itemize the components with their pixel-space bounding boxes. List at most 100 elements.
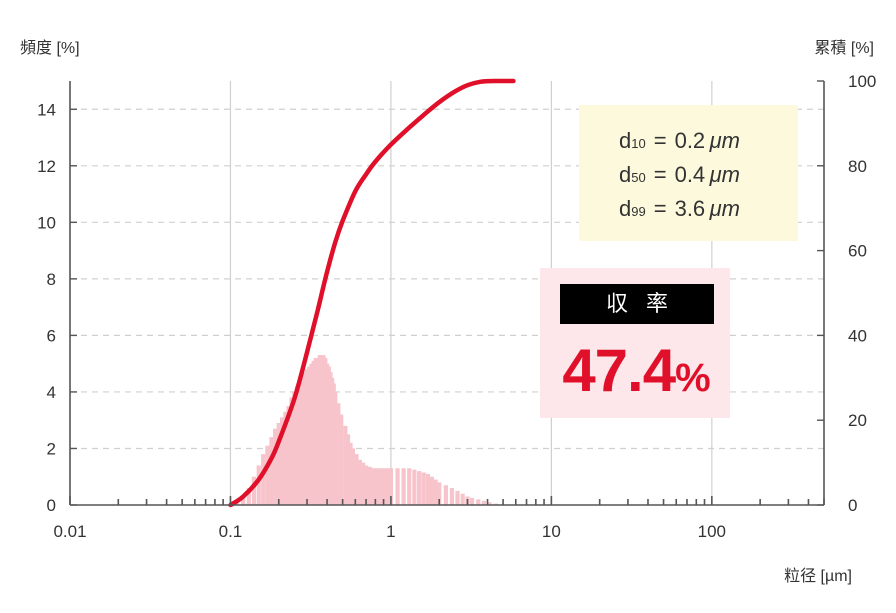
y-left-tick-label: 2	[47, 439, 56, 458]
frequency-bar	[455, 490, 460, 505]
x-tick-label: 1	[386, 522, 395, 541]
frequency-bar	[345, 434, 351, 505]
frequency-bar	[401, 468, 406, 505]
d50-value: 0.4	[674, 162, 706, 187]
frequency-bar	[354, 454, 359, 505]
d99-value: 3.6	[674, 196, 706, 221]
frequency-bar	[289, 397, 294, 505]
tick-labels: 0 2 4 6 8 10 12 14 0 20 40 60 80 100 0.01 0.1 1 10 100	[37, 72, 876, 541]
frequency-bar	[269, 437, 274, 505]
frequency-bar	[417, 471, 422, 505]
y-right-tick-label: 80	[848, 157, 867, 176]
frequency-bar	[300, 377, 305, 505]
frequency-bar	[469, 497, 475, 505]
frequency-bar	[437, 482, 442, 505]
y-right-axis-title: 累積 [%]	[814, 40, 874, 57]
frequency-bar	[286, 406, 291, 505]
x-tick-label: 0.01	[53, 522, 86, 541]
d50-subscript: 50	[631, 170, 646, 185]
frequency-bar	[371, 468, 376, 505]
y-left-tick-label: 4	[47, 383, 56, 402]
frequency-bar	[357, 459, 362, 505]
y-left-axis-title: 頻度 [%]	[20, 40, 80, 57]
frequency-bar	[487, 502, 492, 505]
frequency-bar	[276, 423, 281, 505]
frequency-bar	[367, 466, 373, 505]
d99-symbol: d	[619, 196, 632, 221]
y-right-tick-label: 100	[848, 72, 876, 91]
frequency-bar	[381, 468, 386, 505]
frequency-bar	[292, 391, 297, 505]
frequency-bar	[412, 469, 417, 505]
frequency-bar	[241, 496, 246, 505]
d50-symbol: d	[619, 162, 632, 187]
frequency-bar	[460, 493, 465, 505]
d10-unit: μm	[709, 128, 740, 153]
x-tick-label: 0.1	[219, 522, 243, 541]
cumulative-curve	[228, 78, 516, 508]
axes	[69, 80, 825, 506]
frequency-bar	[294, 386, 300, 505]
d99-annotation: d99 = 3.6 μm	[619, 196, 740, 222]
d99-subscript: 99	[631, 204, 646, 219]
frequency-bar	[307, 366, 312, 505]
x-axis-title: 粒径 [µm]	[784, 568, 852, 585]
frequency-bar	[476, 499, 481, 505]
frequency-bar	[343, 425, 348, 505]
frequency-bar	[256, 465, 261, 505]
frequency-bars	[235, 355, 498, 505]
y-left-tick-label: 10	[37, 213, 56, 232]
d50-annotation: d50 = 0.4 μm	[619, 162, 740, 188]
frequency-bar	[261, 454, 266, 505]
frequency-bar	[385, 468, 390, 505]
x-tick-label: 100	[698, 522, 726, 541]
frequency-bar	[348, 442, 353, 505]
yield-unit: %	[675, 356, 711, 400]
d10-equals: =	[653, 128, 667, 153]
y-left-tick-label: 12	[37, 157, 56, 176]
frequency-bar	[425, 473, 430, 505]
frequency-bar	[304, 369, 310, 505]
frequency-bar	[421, 472, 426, 505]
frequency-bar	[336, 403, 341, 505]
x-tick-label: 10	[542, 522, 561, 541]
frequency-bar	[339, 414, 344, 505]
frequency-bar	[333, 391, 338, 505]
frequency-bar	[433, 479, 438, 505]
d50-unit: μm	[709, 162, 740, 187]
frequency-bar	[309, 363, 314, 505]
frequency-bar	[283, 411, 288, 505]
frequency-bar	[280, 417, 285, 505]
frequency-bar	[443, 485, 448, 505]
frequency-bar	[374, 468, 380, 505]
y-left-tick-label: 6	[47, 326, 56, 345]
frequency-bar	[246, 488, 251, 505]
frequency-bar	[302, 372, 307, 505]
particle-size-annotation-box	[579, 105, 798, 241]
frequency-bar	[395, 468, 400, 505]
frequency-bar	[265, 445, 270, 505]
d99-equals: =	[653, 196, 667, 221]
frequency-bar	[388, 468, 394, 505]
frequency-bar	[378, 468, 383, 505]
cumulative-curve-layer	[228, 78, 516, 508]
y-left-tick-label: 8	[47, 270, 56, 289]
d10-annotation: d10 = 0.2 μm	[619, 128, 740, 154]
frequency-bar	[251, 476, 257, 505]
d10-value: 0.2	[674, 128, 706, 153]
d99-unit: μm	[709, 196, 740, 221]
frequency-bar	[429, 476, 434, 505]
y-right-tick-label: 20	[848, 411, 867, 430]
yield-value: 47.4%	[548, 336, 724, 413]
frequency-bar	[350, 448, 356, 505]
yield-number: 47.4	[562, 337, 676, 404]
yield-label: 収率	[560, 284, 714, 324]
y-left-tick-label: 0	[47, 496, 56, 515]
d50-equals: =	[653, 162, 667, 187]
frequency-bar	[407, 468, 412, 505]
y-right-tick-label: 60	[848, 242, 867, 261]
d10-subscript: 10	[631, 136, 646, 151]
frequency-bar	[449, 488, 455, 505]
d10-symbol: d	[619, 128, 632, 153]
